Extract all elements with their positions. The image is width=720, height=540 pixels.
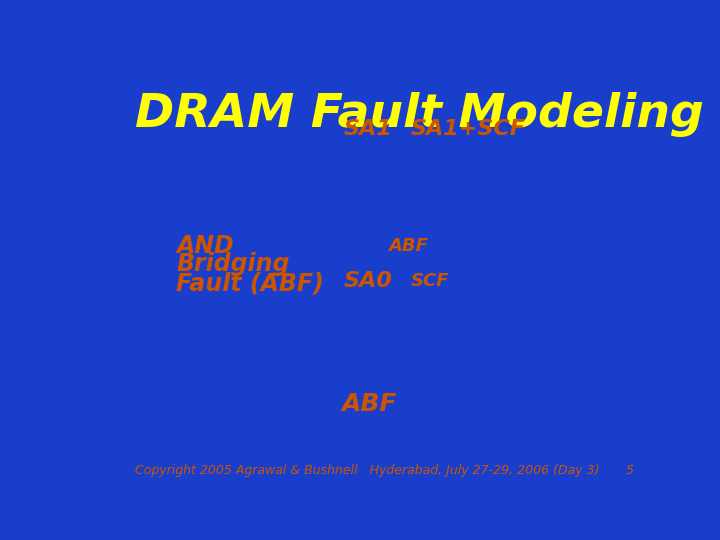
Text: SA0: SA0 [344, 271, 392, 291]
Text: SA1: SA1 [344, 119, 392, 139]
Text: ABF: ABF [389, 237, 428, 255]
Text: DRAM Fault Modeling: DRAM Fault Modeling [135, 92, 703, 137]
Text: 5: 5 [626, 464, 634, 477]
Text: SCF: SCF [411, 272, 449, 290]
Text: SA1+SCF: SA1+SCF [411, 119, 526, 139]
Text: Bridging: Bridging [176, 252, 290, 276]
Text: AND: AND [176, 234, 234, 258]
Text: Fault (ABF): Fault (ABF) [176, 271, 324, 295]
Text: Copyright 2005 Agrawal & Bushnell   Hyderabad, July 27-29, 2006 (Day 3): Copyright 2005 Agrawal & Bushnell Hydera… [135, 464, 599, 477]
Text: ABF: ABF [341, 392, 397, 416]
